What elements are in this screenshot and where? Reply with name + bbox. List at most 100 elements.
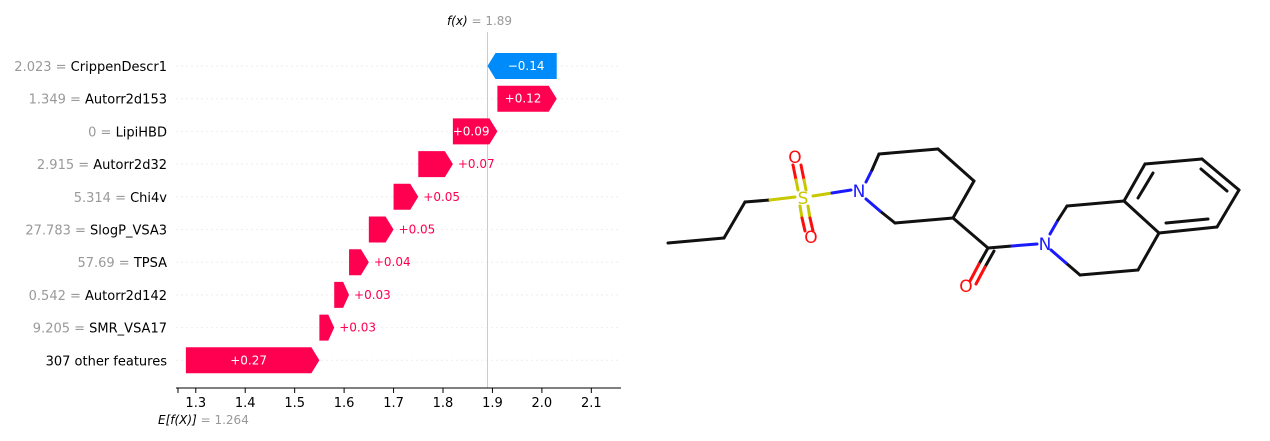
feature-label: 2.023 = CrippenDescr1 <box>14 60 167 75</box>
base-value-annotation: E[f(X)] = 1.264 <box>158 413 249 427</box>
bond <box>802 178 808 192</box>
bond <box>986 244 1014 250</box>
feature-label: 0 = LipiHBD <box>88 125 167 140</box>
bond <box>870 152 881 172</box>
contribution-bars: −0.14 +0.12 +0.09 +0.07 +0.05 +0.05 +0.04 +0.03… <box>185 53 557 374</box>
x-tick-label: 1.7 <box>383 396 404 411</box>
bond <box>1010 242 1039 248</box>
bond <box>1122 199 1161 235</box>
bond <box>798 204 804 220</box>
feature-label: 57.69 = TPSA <box>77 256 167 271</box>
feature-name: CrippenDescr1 <box>71 60 167 75</box>
bar-value-label: +0.03 <box>354 288 391 302</box>
feature-label: 27.783 = SlogP_VSA3 <box>25 224 167 239</box>
bond <box>968 262 981 283</box>
atom-label: O <box>804 228 817 248</box>
x-tick-label: 1.5 <box>284 396 305 411</box>
bond <box>951 179 976 220</box>
feature-value: 9.205 = <box>33 322 89 337</box>
bond <box>791 163 798 182</box>
feature-value: 0.542 = <box>29 289 85 304</box>
feature-label: 9.205 = SMR_VSA17 <box>33 322 167 337</box>
x-tick-label: 1.6 <box>334 396 355 411</box>
base-equals: = <box>201 413 215 427</box>
feature-name: SlogP_VSA3 <box>90 224 167 239</box>
bond <box>1056 204 1069 222</box>
feature-name: 307 other features <box>46 354 168 369</box>
bond <box>977 246 990 266</box>
bar-value-label: +0.03 <box>339 321 376 335</box>
bond <box>864 168 874 184</box>
x-tick-label: 2.1 <box>581 396 602 411</box>
fx-value: 1.89 <box>485 14 512 28</box>
contribution-bar <box>452 118 498 145</box>
bar-value-label: +0.05 <box>399 223 436 237</box>
bond <box>936 147 976 183</box>
x-tick-label: 1.9 <box>482 396 503 411</box>
feature-value: 27.783 = <box>25 224 90 239</box>
bond <box>722 200 747 240</box>
bond <box>1049 248 1068 265</box>
feature-label: 0.542 = Autorr2d142 <box>29 289 167 304</box>
bond <box>974 265 987 286</box>
bond <box>768 195 797 202</box>
atom-label: O <box>788 148 801 168</box>
bond <box>806 204 812 220</box>
bond <box>1215 188 1241 229</box>
bond <box>1157 225 1219 235</box>
bar-value-label: +0.12 <box>505 92 542 106</box>
atom-label: O <box>959 277 972 297</box>
bond <box>1164 217 1210 225</box>
bar-value-label: −0.14 <box>508 59 545 73</box>
bond <box>1143 157 1204 166</box>
bond <box>808 216 815 233</box>
bond <box>830 188 853 195</box>
feature-value: 2.023 = <box>14 60 70 75</box>
feature-value: 57.69 = <box>77 256 133 271</box>
contribution-bar <box>497 85 557 112</box>
x-tick-label: 2.0 <box>532 396 553 411</box>
x-tick-label: 1.3 <box>185 396 206 411</box>
contribution-bar <box>334 281 350 308</box>
feature-name: Autorr2d153 <box>85 93 167 108</box>
bond <box>893 216 955 225</box>
contribution-bar <box>349 249 369 276</box>
feature-value: 1.349 = <box>29 93 85 108</box>
bond <box>1065 199 1126 208</box>
contribution-bar <box>393 183 419 210</box>
x-tick-label: 1.4 <box>235 396 256 411</box>
bond <box>666 236 726 245</box>
feature-name: Autorr2d142 <box>85 289 167 304</box>
atom-label: N <box>853 182 866 202</box>
feature-name: SMR_VSA17 <box>89 322 167 337</box>
fx-annotation: f(x) = 1.89 <box>447 14 512 28</box>
feature-name: Autorr2d32 <box>93 158 167 173</box>
feature-labels: 2.023 = CrippenDescr1 1.349 = Autorr2d153… <box>14 60 167 369</box>
bond <box>800 216 807 233</box>
bond <box>1136 231 1161 272</box>
feature-label: 2.915 = Autorr2d32 <box>37 158 167 173</box>
fx-equals: = <box>471 14 485 28</box>
feature-value: 2.915 = <box>37 158 93 173</box>
bond <box>983 249 996 269</box>
shap-waterfall-chart: −0.14 +0.12 +0.09 +0.07 +0.05 +0.05 +0.04 +0.03… <box>14 14 621 427</box>
contribution-bar <box>185 347 320 374</box>
atom-label: S <box>798 189 809 209</box>
bar-value-label: +0.05 <box>423 190 460 204</box>
bond <box>1064 261 1082 277</box>
bond <box>799 163 806 182</box>
fx-label: f(x) <box>447 14 468 28</box>
contribution-bar <box>319 314 335 341</box>
bond <box>1048 218 1060 236</box>
feature-label: 5.314 = Chi4v <box>74 191 168 206</box>
bond <box>1078 268 1140 277</box>
contribution-bar <box>487 53 557 79</box>
contribution-bar <box>368 216 394 243</box>
feature-value: 0 = <box>88 125 115 140</box>
bond <box>878 209 897 225</box>
bond <box>951 216 990 250</box>
base-value: 1.264 <box>214 413 248 427</box>
bond <box>811 191 834 198</box>
bond <box>877 147 940 156</box>
